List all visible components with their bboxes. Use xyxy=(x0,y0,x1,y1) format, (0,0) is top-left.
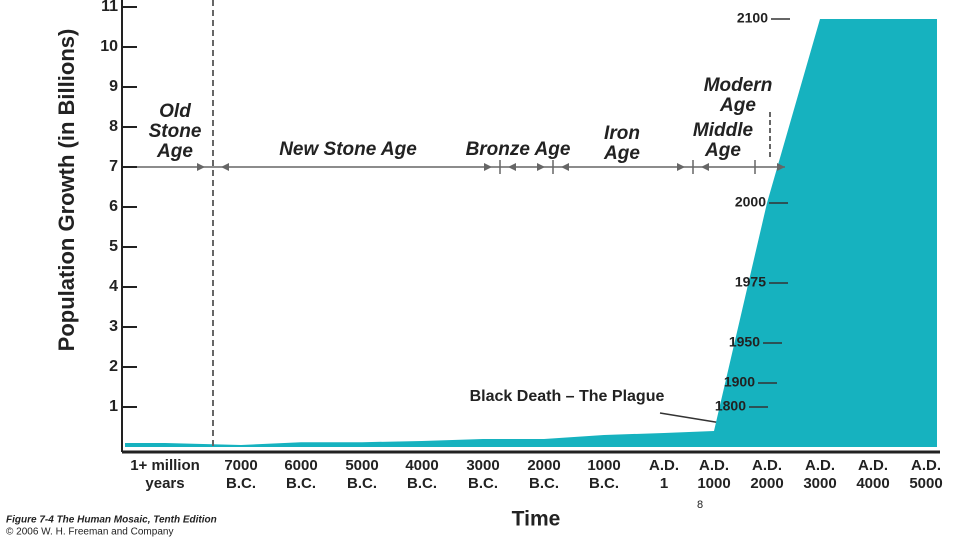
y-tick-label: 7 xyxy=(109,158,118,175)
age-label: Age xyxy=(719,95,756,116)
age-label: Age xyxy=(704,140,741,161)
x-tick-label: A.D. xyxy=(911,457,941,474)
x-tick-label: B.C. xyxy=(226,475,256,492)
y-tick-label: 9 xyxy=(109,78,118,95)
x-tick-label: 5000 xyxy=(909,475,942,492)
y-tick-label: 3 xyxy=(109,318,118,335)
caption: © 2006 W. H. Freeman and Company xyxy=(6,527,173,538)
x-tick-label: A.D. xyxy=(805,457,835,474)
y-tick-label: 5 xyxy=(109,238,118,255)
x-tick-label: 4000 xyxy=(405,457,438,474)
x-tick-label: B.C. xyxy=(286,475,316,492)
y-tick-label: 1 xyxy=(109,398,118,415)
x-tick-label: 1000 xyxy=(697,475,730,492)
x-tick-label: 3000 xyxy=(466,457,499,474)
age-label: Age xyxy=(156,141,193,162)
x-tick-label: A.D. xyxy=(649,457,679,474)
x-tick-label: 3000 xyxy=(803,475,836,492)
age-label: Stone xyxy=(149,121,202,142)
y-tick-label: 11 xyxy=(101,0,118,15)
x-tick-label: 1+ million xyxy=(130,457,200,474)
year-label: 2100 xyxy=(737,10,768,26)
x-tick-label: 2000 xyxy=(527,457,560,474)
y-tick-label: 2 xyxy=(109,358,118,375)
x-axis-label: Time xyxy=(512,508,561,531)
event-label: Black Death – The Plague xyxy=(470,388,665,405)
year-label: 1900 xyxy=(724,374,755,390)
age-label: Bronze Age xyxy=(466,139,571,160)
x-tick-label: B.C. xyxy=(529,475,559,492)
x-tick-label: 2000 xyxy=(750,475,783,492)
age-label: Modern xyxy=(704,75,773,96)
x-tick-label: B.C. xyxy=(468,475,498,492)
age-label: Iron xyxy=(604,123,640,144)
x-tick-label: B.C. xyxy=(589,475,619,492)
x-tick-label: B.C. xyxy=(407,475,437,492)
page-number: 8 xyxy=(697,499,703,511)
x-tick-label: 4000 xyxy=(856,475,889,492)
x-tick-label: A.D. xyxy=(858,457,888,474)
x-tick-label: 5000 xyxy=(345,457,378,474)
x-tick-label: A.D. xyxy=(699,457,729,474)
x-tick-label: A.D. xyxy=(752,457,782,474)
year-label: 2000 xyxy=(735,194,766,210)
year-label: 1800 xyxy=(715,398,746,414)
age-arrows xyxy=(125,160,785,174)
caption: Figure 7-4 The Human Mosaic, Tenth Editi… xyxy=(6,515,217,526)
y-tick-label: 4 xyxy=(109,278,118,295)
x-tick-label: 1000 xyxy=(587,457,620,474)
y-axis-label: Population Growth (in Billions) xyxy=(54,29,79,352)
x-tick-label: years xyxy=(145,475,184,492)
year-label: 1975 xyxy=(735,274,766,290)
age-label: Middle xyxy=(693,120,754,141)
arrowheads xyxy=(197,163,785,171)
age-label: Age xyxy=(603,143,640,164)
x-tick-label: 1 xyxy=(660,475,668,492)
x-tick-label: B.C. xyxy=(347,475,377,492)
y-tick-label: 10 xyxy=(100,38,118,55)
x-tick-label: 7000 xyxy=(224,457,257,474)
age-label: New Stone Age xyxy=(279,139,417,160)
y-tick-label: 8 xyxy=(109,118,118,135)
x-tick-label: 6000 xyxy=(284,457,317,474)
age-label: Old xyxy=(159,101,191,122)
year-label: 1950 xyxy=(729,334,760,350)
area xyxy=(125,19,937,447)
y-tick-label: 6 xyxy=(109,198,118,215)
